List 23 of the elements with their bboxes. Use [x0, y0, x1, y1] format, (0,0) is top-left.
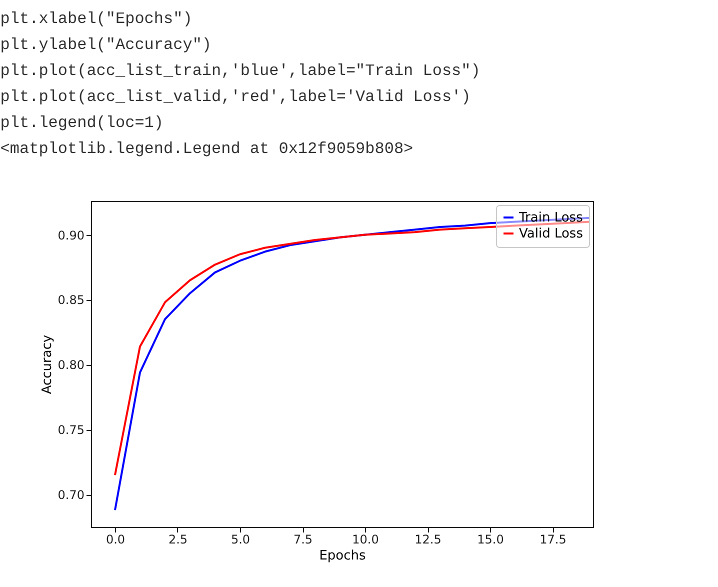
- x-tick-label: 5.0: [230, 532, 250, 546]
- y-tick-label: 0.70: [58, 488, 84, 502]
- x-axis-title: Epochs: [319, 548, 366, 564]
- y-tick-label: 0.85: [58, 293, 84, 308]
- y-tick-label: 0.80: [58, 358, 84, 372]
- text: <matplotlib.legend.Legend at 0x12f9059b808>: [0, 140, 414, 158]
- text: plt.ylabel("Accuracy"): [0, 36, 212, 54]
- x-tick-label: 0.0: [106, 532, 126, 546]
- x-tick-label: 2.5: [168, 532, 188, 546]
- x-tick-label: 7.5: [293, 532, 313, 546]
- y-axis-title: Accuracy: [40, 334, 55, 394]
- text: plt.plot(acc_list_train,'blue',label="Train Loss"): [0, 62, 480, 80]
- x-tick-label: 17.5: [540, 532, 566, 546]
- text: plt.xlabel("Epochs"): [0, 10, 192, 28]
- text: plt.plot(acc_list_valid,'red',label='Valid Loss'): [0, 88, 471, 106]
- x-tick-label: 15.0: [477, 532, 504, 546]
- text: plt.legend(loc=1): [0, 114, 164, 132]
- y-tick-label: 0.90: [58, 228, 84, 242]
- legend-label: Train Loss: [518, 210, 584, 226]
- legend-label: Valid Loss: [519, 226, 584, 242]
- x-tick-label: 10.0: [352, 532, 379, 546]
- x-tick-label: 12.5: [414, 532, 442, 546]
- y-tick-label: 0.75: [58, 423, 84, 438]
